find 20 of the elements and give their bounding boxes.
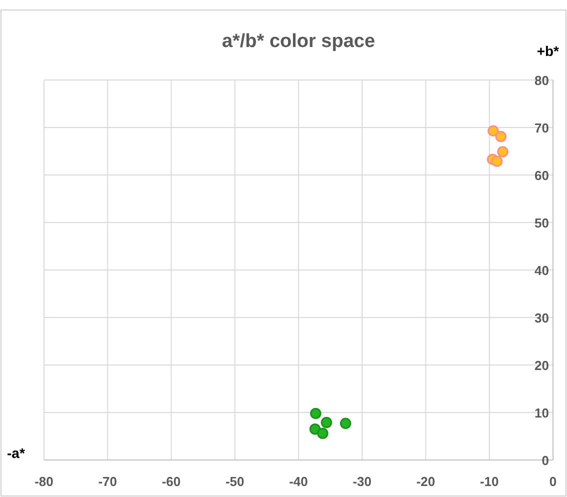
x-axis-title: -a*: [7, 445, 26, 461]
y-tick-label: 0: [542, 453, 549, 468]
y-axis-title: +b*: [536, 43, 560, 59]
y-tick-label: 40: [534, 263, 549, 278]
y-tick-label: 10: [534, 406, 549, 420]
y-tick-label: 80: [534, 73, 549, 88]
y-tick-label: 30: [534, 310, 549, 326]
x-tick-label: -60: [162, 474, 181, 489]
y-tick-label: 50: [534, 216, 549, 230]
x-tick-label: -30: [352, 474, 372, 489]
x-tick-label: -10: [480, 474, 499, 489]
x-tick-label: -20: [416, 474, 436, 489]
y-tick-label: 60: [534, 168, 549, 183]
x-tick-label: -80: [34, 474, 54, 489]
y-tick-label: 20: [534, 358, 549, 373]
chart-title: a*/b* color space: [222, 31, 376, 52]
y-tick-label: 70: [534, 120, 549, 136]
x-tick-label: -50: [225, 474, 244, 489]
x-tick-label: -40: [289, 474, 308, 489]
x-tick-label: -70: [98, 474, 118, 489]
